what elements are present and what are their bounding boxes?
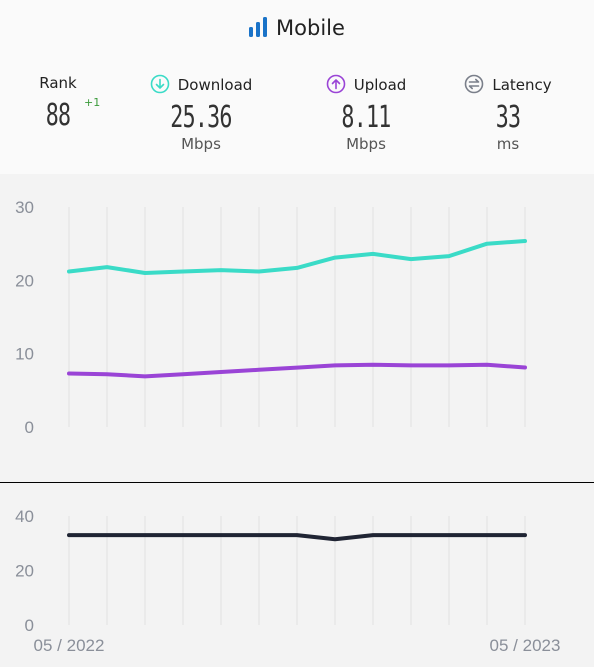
stats-header: Mobile Rank 88 +1 Download 25.36 Mbps Up… [0, 0, 594, 174]
speed-chart: 0 10 20 30 [15, 198, 527, 437]
page-title: Mobile [0, 16, 594, 40]
rank-stat: Rank 88 [28, 74, 88, 133]
y-tick-label: 0 [25, 616, 34, 635]
chart-divider [0, 482, 594, 483]
download-value: 25.36 [170, 100, 232, 135]
upload-unit: Mbps [346, 135, 386, 153]
latency-icon [465, 74, 484, 94]
upload-label: Upload [353, 76, 407, 94]
rank-change: +1 [84, 96, 101, 109]
x-tick-label: 05 / 2023 [490, 636, 561, 655]
latency-value: 33 [495, 100, 521, 135]
upload-icon [326, 74, 346, 94]
y-tick-label: 20 [15, 271, 34, 290]
rank-label: Rank [39, 74, 77, 92]
latency-chart: 0 20 40 05 / 2022 05 / 2023 [15, 507, 561, 655]
y-tick-label: 20 [15, 562, 34, 581]
download-unit: Mbps [181, 135, 221, 153]
download-icon [150, 74, 170, 94]
y-tick-label: 10 [15, 345, 34, 364]
upload-stat: Upload 8.11 Mbps [308, 74, 424, 153]
latency-label: Latency [492, 76, 552, 94]
y-tick-label: 30 [15, 198, 34, 217]
latency-unit: ms [496, 135, 520, 153]
signal-bars-icon [249, 17, 268, 37]
rank-value: 88 [45, 98, 71, 133]
x-tick-label: 05 / 2022 [34, 636, 105, 655]
y-tick-label: 40 [15, 507, 34, 526]
download-stat: Download 25.36 Mbps [136, 74, 266, 153]
y-tick-label: 0 [25, 418, 34, 437]
title-text: Mobile [276, 16, 345, 40]
latency-stat: Latency 33 ms [456, 74, 560, 153]
upload-value: 8.11 [341, 100, 391, 135]
download-label: Download [177, 76, 253, 94]
